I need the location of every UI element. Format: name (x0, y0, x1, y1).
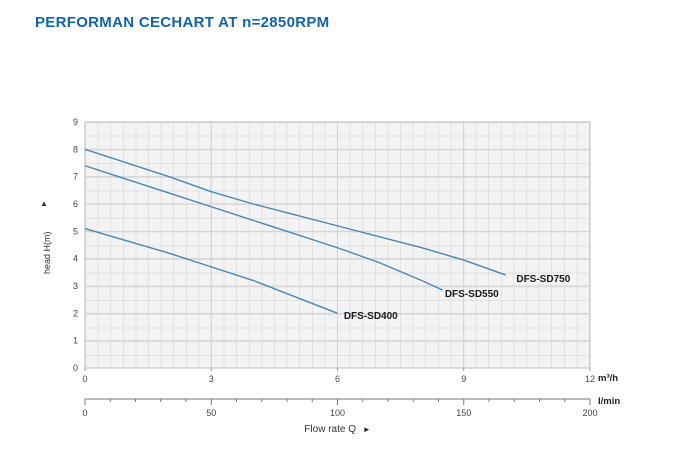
x-axis-secondary-unit: l/min (598, 396, 621, 407)
x-tick-label-secondary: 50 (206, 408, 216, 418)
x-axis-primary-unit: m³/h (598, 373, 619, 384)
series-label: DFS-SD550 (445, 289, 499, 300)
up-arrow-icon: ▲ (40, 199, 48, 208)
series-line-dfs-sd750 (84, 148, 507, 276)
y-tick-label: 8 (73, 144, 78, 154)
y-tick-label: 4 (73, 254, 78, 264)
y-tick-label: 3 (73, 281, 78, 291)
y-tick-label: 5 (73, 226, 78, 236)
series-line-dfs-sd550 (84, 165, 443, 291)
x-axis-title: Flow rate Q ► (85, 424, 590, 435)
x-tick-label-primary: 9 (461, 374, 466, 384)
x-tick-label-secondary: 200 (582, 408, 597, 418)
y-tick-label: 6 (73, 199, 78, 209)
x-tick-label-secondary: 100 (330, 408, 345, 418)
y-tick-label: 7 (73, 172, 78, 182)
x-tick-label-primary: 0 (82, 374, 87, 384)
x-tick-label-primary: 6 (335, 374, 340, 384)
x-tick-label-secondary: 0 (82, 408, 87, 418)
series-label: DFS-SD400 (344, 311, 398, 322)
series-line-dfs-sd400 (84, 227, 338, 314)
page-title: PERFORMAN CECHART AT n=2850RPM (35, 14, 330, 31)
x-tick-label-secondary: 150 (456, 408, 471, 418)
right-arrow-icon: ► (362, 425, 371, 434)
series-label: DFS-SD750 (516, 274, 570, 285)
x-tick-label-primary: 12 (585, 374, 595, 384)
x-axis-title-text: Flow rate Q (304, 424, 356, 435)
y-tick-label: 2 (73, 308, 78, 318)
y-tick-label: 9 (73, 117, 78, 127)
y-tick-label: 0 (73, 363, 78, 373)
x-tick-label-primary: 3 (209, 374, 214, 384)
y-tick-label: 1 (73, 336, 78, 346)
